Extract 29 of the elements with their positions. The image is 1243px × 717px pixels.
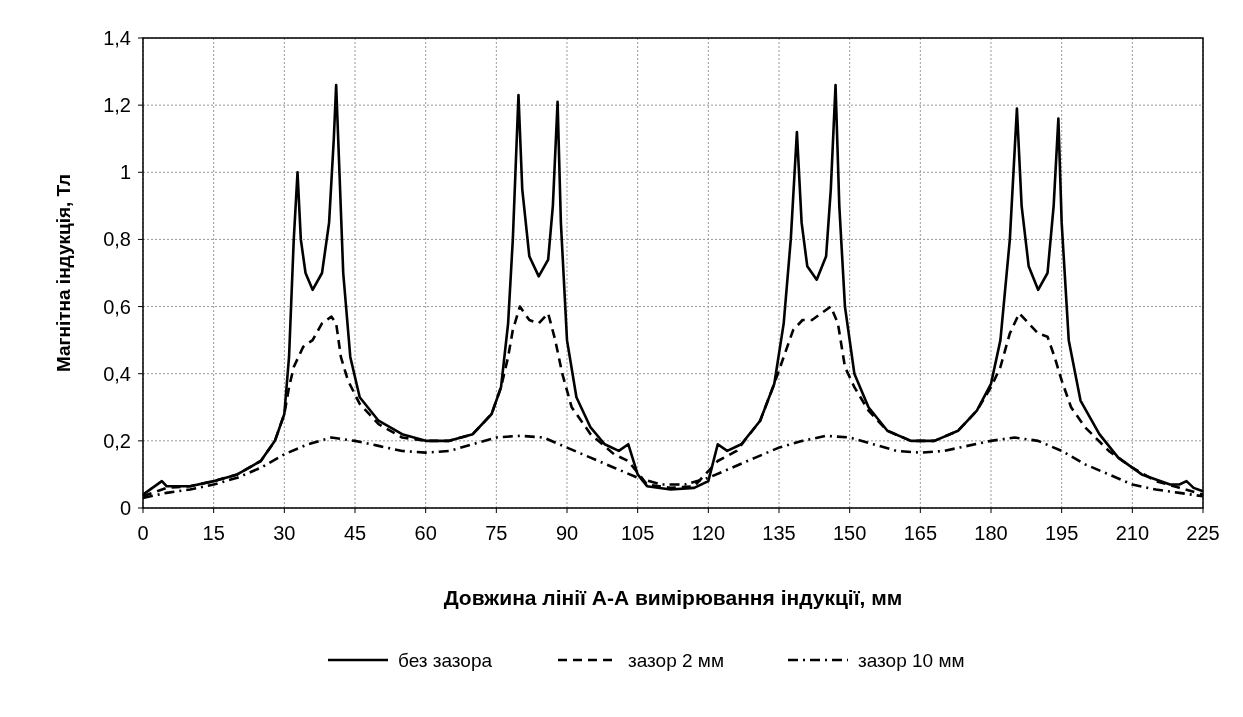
x-tick-label: 135 bbox=[762, 522, 796, 544]
y-tick-label: 1,2 bbox=[103, 94, 131, 117]
y-axis-title: Магнітна індукція, Тл bbox=[53, 173, 74, 373]
y-tick-label: 0 bbox=[119, 497, 131, 519]
x-tick-label: 15 bbox=[202, 522, 225, 544]
legend-label: без зазора bbox=[398, 649, 493, 671]
x-tick-label: 30 bbox=[273, 522, 296, 544]
y-tick-label: 1,4 bbox=[103, 27, 131, 49]
x-tick-label: 105 bbox=[620, 522, 655, 544]
y-tick-label: 1 bbox=[119, 161, 131, 184]
x-tick-label: 195 bbox=[1044, 522, 1079, 544]
y-tick-label: 0,4 bbox=[103, 362, 131, 385]
x-tick-label: 90 bbox=[555, 522, 579, 544]
x-tick-label: 60 bbox=[414, 522, 437, 544]
x-tick-label: 75 bbox=[485, 522, 508, 544]
y-tick-label: 0,8 bbox=[103, 228, 131, 251]
y-tick-label: 0,6 bbox=[103, 295, 131, 318]
legend-label: зазор 2 мм bbox=[628, 649, 724, 671]
x-tick-label: 210 bbox=[1115, 522, 1150, 544]
x-tick-label: 225 bbox=[1186, 522, 1220, 544]
x-tick-label: 45 bbox=[343, 522, 367, 544]
y-tick-label: 0,2 bbox=[103, 429, 131, 452]
legend-label: зазор 10 мм bbox=[858, 649, 965, 671]
x-tick-label: 150 bbox=[832, 522, 867, 544]
x-tick-label: 120 bbox=[691, 522, 726, 544]
x-tick-label: 165 bbox=[903, 522, 938, 544]
x-tick-label: 0 bbox=[137, 522, 149, 544]
x-tick-label: 180 bbox=[974, 522, 1008, 544]
x-axis-title: Довжина лінії А-А вимірювання індукції, мм bbox=[443, 586, 903, 609]
